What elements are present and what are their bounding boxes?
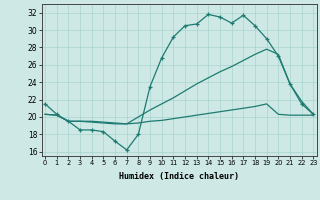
X-axis label: Humidex (Indice chaleur): Humidex (Indice chaleur) xyxy=(119,172,239,181)
